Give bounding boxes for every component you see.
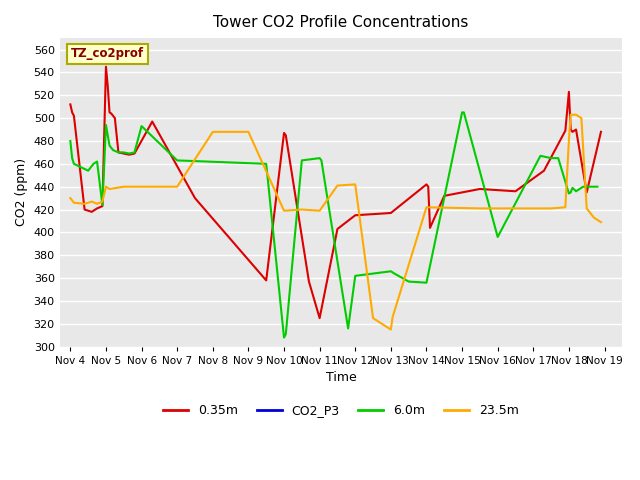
Legend: 0.35m, CO2_P3, 6.0m, 23.5m: 0.35m, CO2_P3, 6.0m, 23.5m: [158, 399, 524, 422]
X-axis label: Time: Time: [326, 372, 356, 384]
Y-axis label: CO2 (ppm): CO2 (ppm): [15, 158, 28, 227]
Text: TZ_co2prof: TZ_co2prof: [71, 48, 144, 60]
Title: Tower CO2 Profile Concentrations: Tower CO2 Profile Concentrations: [213, 15, 468, 30]
